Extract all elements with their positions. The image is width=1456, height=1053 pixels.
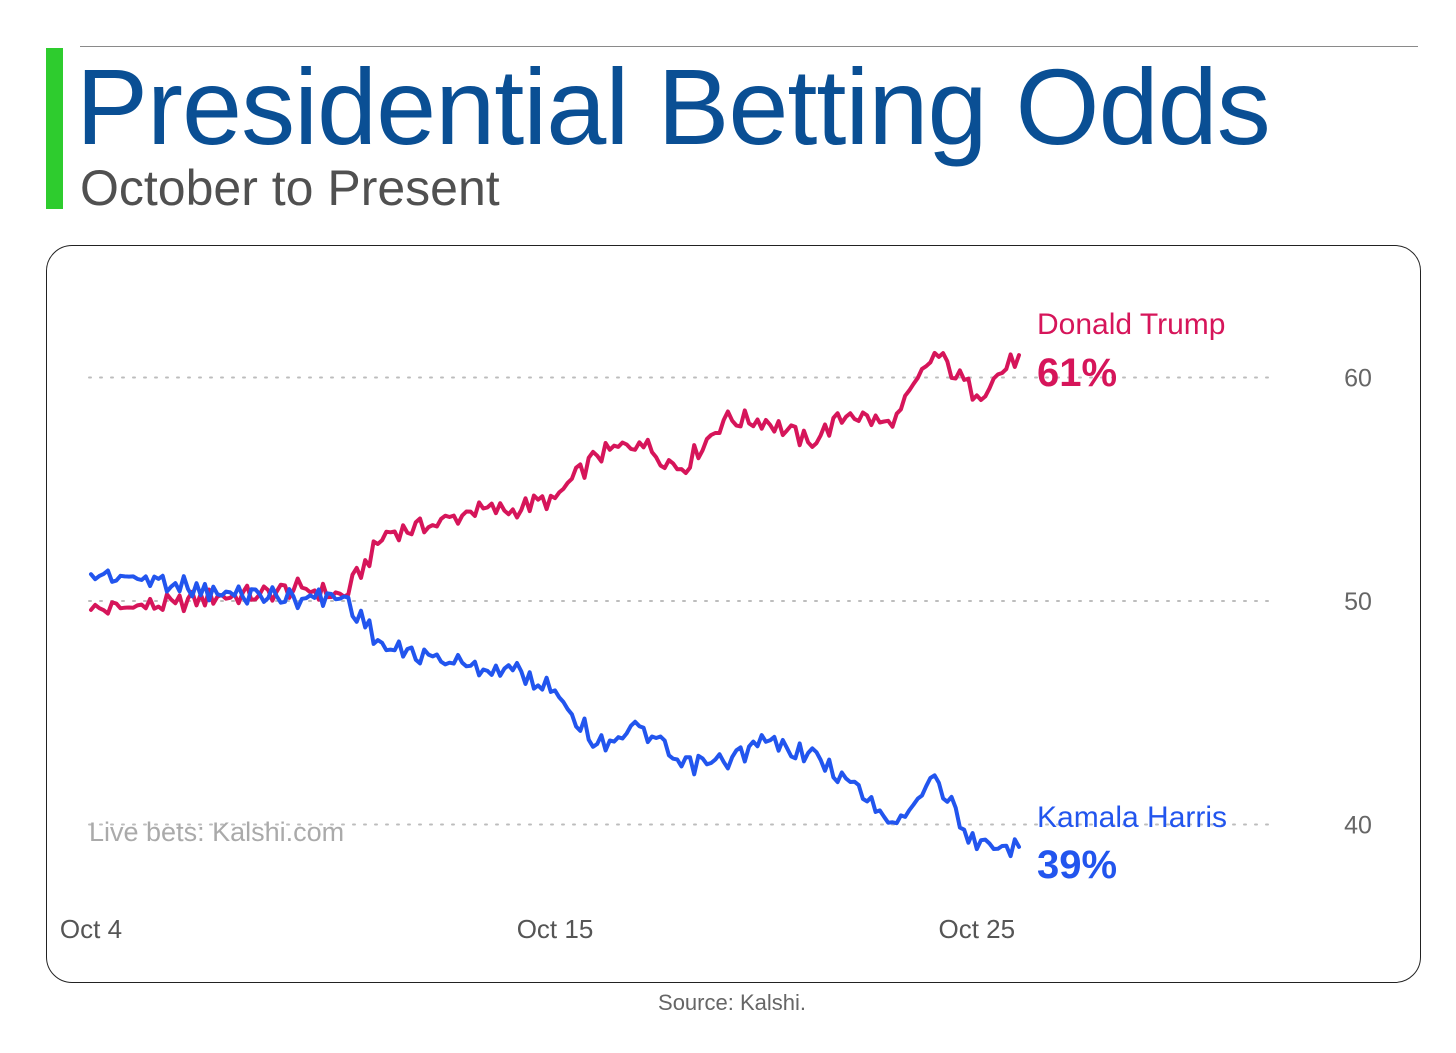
chart-card: 40 50 60 Live bets: Kalshi.com Oct 4 Oct 15 Oc… — [46, 245, 1421, 983]
x-tick-label-oct-25: Oct 25 — [939, 914, 1016, 944]
line-chart: 40 50 60 Live bets: Kalshi.com Oct 4 Oct 15 Oc… — [60, 308, 1372, 944]
x-tick-label-oct-15: Oct 15 — [517, 914, 594, 944]
x-tick-label-oct-4: Oct 4 — [60, 914, 122, 944]
top-rule — [80, 46, 1418, 47]
donald-trump-line — [89, 350, 1021, 616]
accent-bar — [46, 48, 63, 209]
watermark-label: Live bets: Kalshi.com — [89, 817, 344, 847]
y-tick-label-40: 40 — [1344, 812, 1372, 840]
donald-trump-value-label: 61% — [1037, 351, 1117, 395]
kamala-harris-line — [89, 568, 1021, 859]
source-note: Source: Kalshi. — [658, 990, 806, 1015]
kamala-harris-name-label: Kamala Harris — [1037, 801, 1227, 834]
y-tick-label-60: 60 — [1344, 365, 1372, 393]
page-title: Presidential Betting Odds — [76, 46, 1271, 167]
page-subtitle: October to Present — [80, 160, 500, 216]
kamala-harris-value-label: 39% — [1037, 843, 1117, 887]
donald-trump-name-label: Donald Trump — [1037, 308, 1225, 341]
y-tick-label-50: 50 — [1344, 588, 1372, 616]
